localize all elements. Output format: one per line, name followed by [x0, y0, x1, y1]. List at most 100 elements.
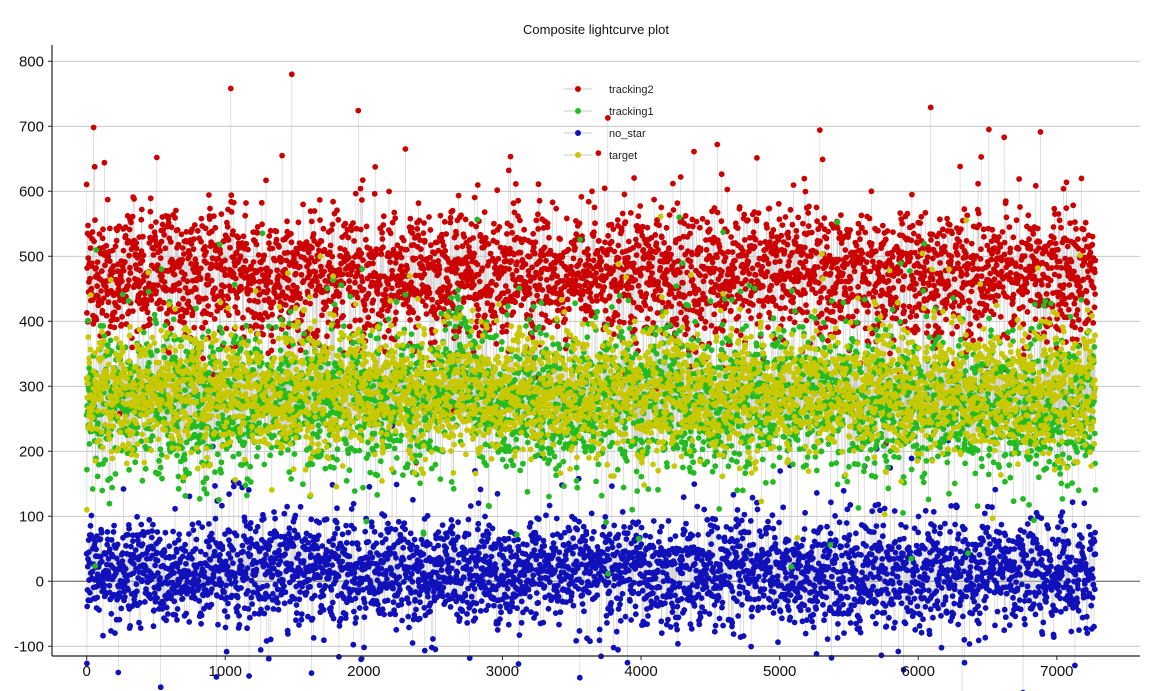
data-point: [387, 230, 394, 237]
data-point: [615, 242, 622, 249]
data-point: [126, 226, 133, 233]
data-point: [731, 265, 738, 272]
data-point: [343, 522, 349, 529]
data-point: [853, 308, 860, 315]
data-point: [899, 220, 906, 227]
data-point: [719, 268, 725, 275]
data-point: [238, 585, 244, 591]
data-point: [272, 257, 279, 264]
data-point: [781, 247, 788, 254]
data-point: [619, 210, 626, 217]
data-point: [328, 604, 334, 611]
data-point: [1025, 212, 1032, 219]
data-point: [251, 278, 258, 285]
data-point: [202, 295, 209, 302]
data-point: [943, 299, 950, 306]
data-point: [308, 283, 315, 289]
data-point: [647, 306, 654, 312]
data-point: [596, 237, 602, 244]
data-point: [909, 222, 916, 229]
data-point: [420, 551, 427, 558]
data-point: [293, 284, 300, 291]
data-point: [385, 520, 391, 527]
data-point: [267, 279, 274, 286]
data-point: [104, 196, 111, 203]
data-point: [372, 164, 379, 170]
data-point: [295, 219, 302, 226]
data-point: [254, 224, 261, 230]
data-point: [230, 270, 237, 277]
data-point: [1063, 179, 1070, 186]
data-point: [381, 334, 388, 340]
data-point: [1057, 258, 1063, 265]
data-point: [150, 252, 157, 258]
data-point: [577, 257, 584, 264]
data-point: [855, 230, 862, 237]
data-point: [112, 630, 118, 636]
data-point: [1062, 255, 1069, 262]
data-point: [240, 233, 247, 240]
data-point: [179, 595, 186, 602]
data-point: [790, 294, 797, 301]
data-point: [663, 224, 670, 231]
data-point: [407, 317, 413, 323]
data-point: [155, 282, 161, 288]
data-point: [190, 527, 197, 533]
data-point: [1002, 198, 1009, 205]
data-point: [507, 153, 514, 160]
data-point: [1060, 185, 1067, 192]
data-point: [104, 529, 111, 535]
data-point: [530, 230, 537, 237]
data-point: [1087, 249, 1094, 256]
data-point: [699, 215, 706, 222]
data-point: [451, 546, 458, 553]
data-point: [343, 539, 350, 546]
data-point: [532, 250, 538, 257]
data-point: [298, 611, 305, 617]
data-point: [1070, 318, 1076, 325]
data-point: [454, 569, 461, 576]
data-point: [853, 242, 860, 249]
data-point: [1021, 253, 1028, 259]
data-point: [643, 291, 650, 297]
data-point: [312, 269, 319, 275]
data-point: [635, 282, 642, 289]
data-point: [112, 243, 119, 250]
data-point: [437, 212, 444, 219]
data-point: [890, 285, 897, 291]
data-point: [535, 211, 541, 218]
data-point: [493, 340, 500, 347]
data-point: [889, 253, 896, 260]
data-point: [286, 525, 293, 532]
data-point: [1072, 324, 1078, 331]
data-point: [393, 481, 400, 488]
data-point: [718, 218, 725, 225]
data-point: [398, 597, 405, 603]
data-point: [176, 280, 183, 287]
data-point: [847, 285, 854, 292]
data-point: [94, 571, 101, 578]
data-point: [417, 599, 423, 606]
data-point: [296, 596, 303, 603]
data-point: [808, 229, 815, 236]
data-point: [802, 290, 808, 297]
data-point: [642, 302, 649, 309]
data-point: [269, 572, 276, 579]
data-point: [108, 537, 115, 543]
data-point: [408, 571, 415, 577]
data-point: [789, 249, 795, 256]
data-point: [816, 127, 823, 133]
data-point: [730, 283, 737, 290]
data-point: [236, 621, 243, 628]
data-point: [246, 673, 253, 679]
data-point: [324, 278, 331, 285]
data-point: [392, 526, 399, 533]
data-point: [968, 288, 975, 295]
data-point: [1055, 246, 1061, 253]
data-point: [695, 286, 702, 293]
data-point: [334, 207, 340, 214]
data-point: [306, 260, 312, 267]
data-point: [790, 182, 797, 189]
data-point: [657, 264, 664, 271]
data-point: [760, 303, 767, 309]
